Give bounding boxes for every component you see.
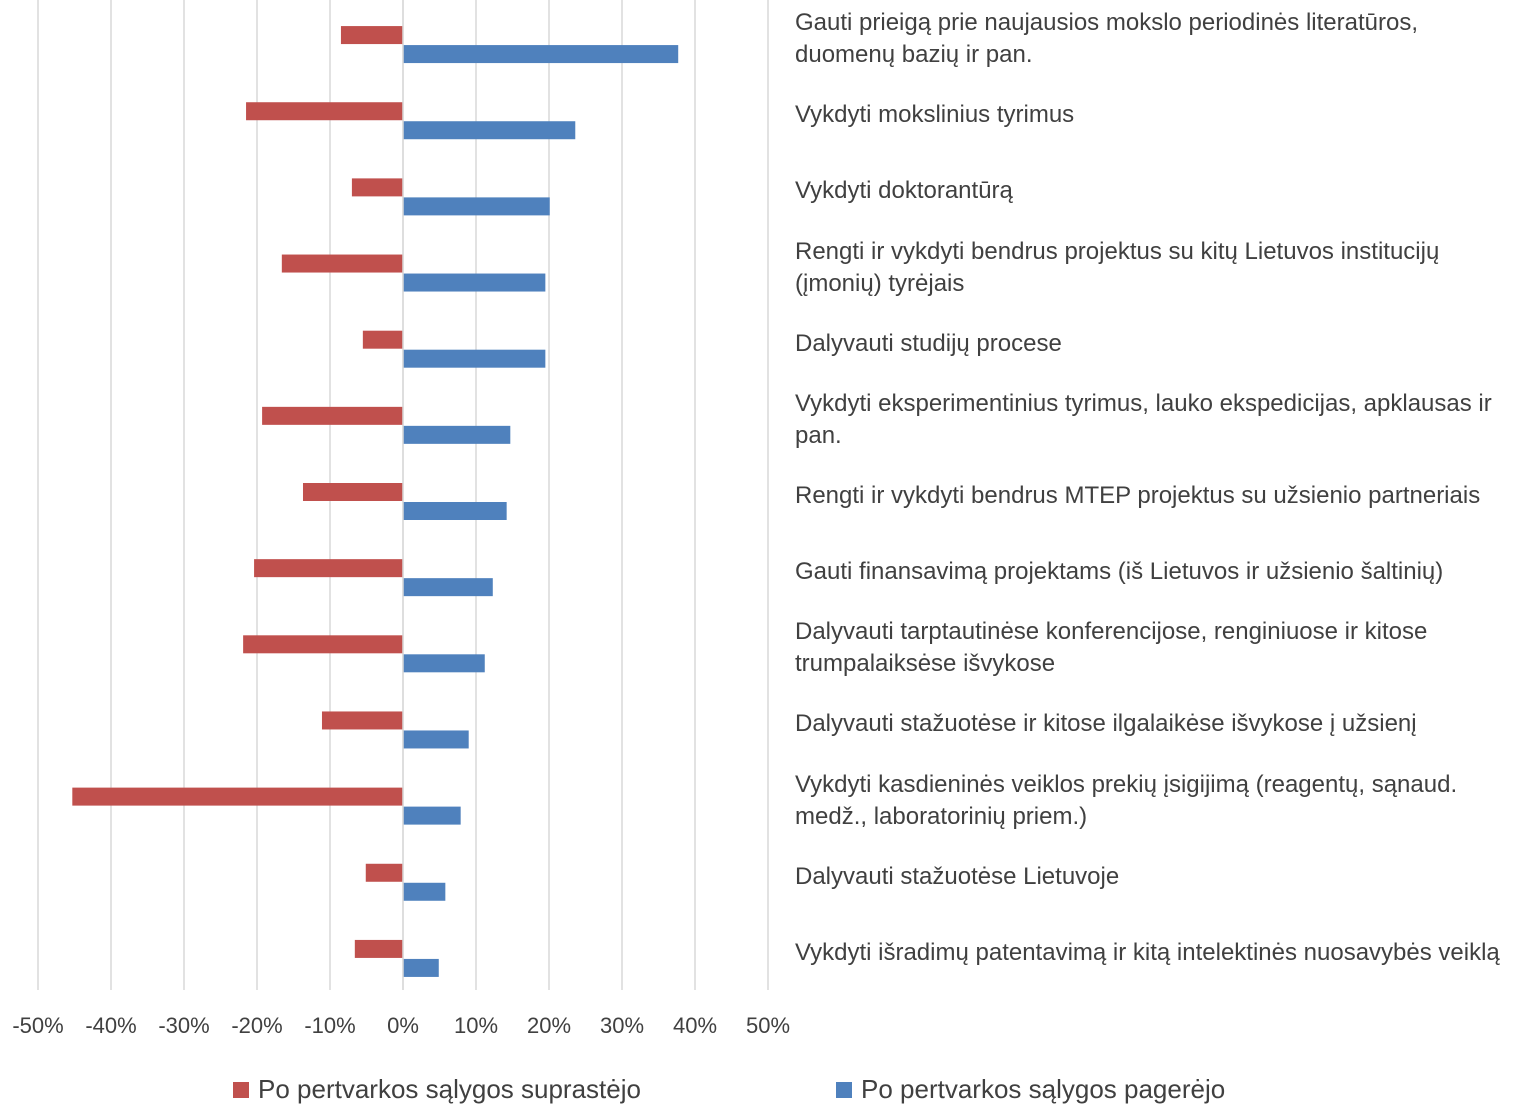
bar [72,787,403,806]
category-label: Gauti prieigą prie naujausios mokslo per… [795,9,1418,69]
bar [254,559,403,578]
x-tick-label: 50% [746,1013,790,1038]
x-tick-label: -10% [304,1013,355,1038]
x-tick-label: -40% [85,1013,136,1038]
category-label: Vykdyti kasdieninės veiklos prekių įsigi… [795,770,1458,830]
bar [403,273,546,292]
category-label: Dalyvauti studijų procese [795,329,1062,357]
legend-marker [233,1082,249,1098]
category-label: Rengti ir vykdyti bendrus MTEP projektus… [795,482,1481,509]
bar [403,578,493,597]
category-label: Rengti ir vykdyti bendrus projektus su k… [795,237,1440,297]
bar [246,102,403,121]
category-label: Vykdyti išradimų patentavimą ir kitą int… [795,938,1500,966]
bar [403,45,679,64]
legend-marker [836,1082,852,1098]
legend-label: Po pertvarkos sąlygos pagerėjo [861,1074,1225,1104]
bar [340,26,403,45]
category-label: Dalyvauti tarptautinėse konferencijose, … [795,618,1428,678]
bar [354,939,403,958]
x-tick-label: -20% [231,1013,282,1038]
bar [243,635,403,654]
bar [403,654,485,673]
bar [351,178,403,197]
bar [365,863,403,882]
x-tick-label: 40% [673,1013,717,1038]
bar [321,711,403,730]
bar [403,425,511,444]
bar [403,121,576,140]
category-label: Vykdyti mokslinius tyrimus [795,101,1075,129]
legend-label: Po pertvarkos sąlygos suprastėjo [258,1074,641,1104]
bar [403,502,507,520]
x-tick-label: 0% [387,1013,419,1038]
x-tick-label: 20% [527,1013,571,1038]
category-label: Dalyvauti stažuotėse Lietuvoje [795,862,1120,890]
x-tick-label: 30% [600,1013,644,1038]
bar [403,806,461,825]
bar [302,483,403,501]
bar [262,406,403,425]
bar [403,958,439,977]
bar [403,349,546,368]
x-tick-label: -30% [158,1013,209,1038]
bar [281,254,403,273]
category-label: Vykdyti doktorantūrą [795,177,1013,205]
bar [403,882,446,901]
x-tick-label: -50% [12,1013,63,1038]
bar [403,730,469,749]
category-label: Gauti finansavimą projektams (iš Lietuvo… [795,558,1444,586]
bar [362,330,403,349]
bar [403,197,550,216]
category-label: Dalyvauti stažuotėse ir kitose ilgalaikė… [795,710,1417,738]
x-tick-label: 10% [454,1013,498,1038]
category-label: Vykdyti eksperimentinius tyrimus, lauko … [795,389,1492,449]
